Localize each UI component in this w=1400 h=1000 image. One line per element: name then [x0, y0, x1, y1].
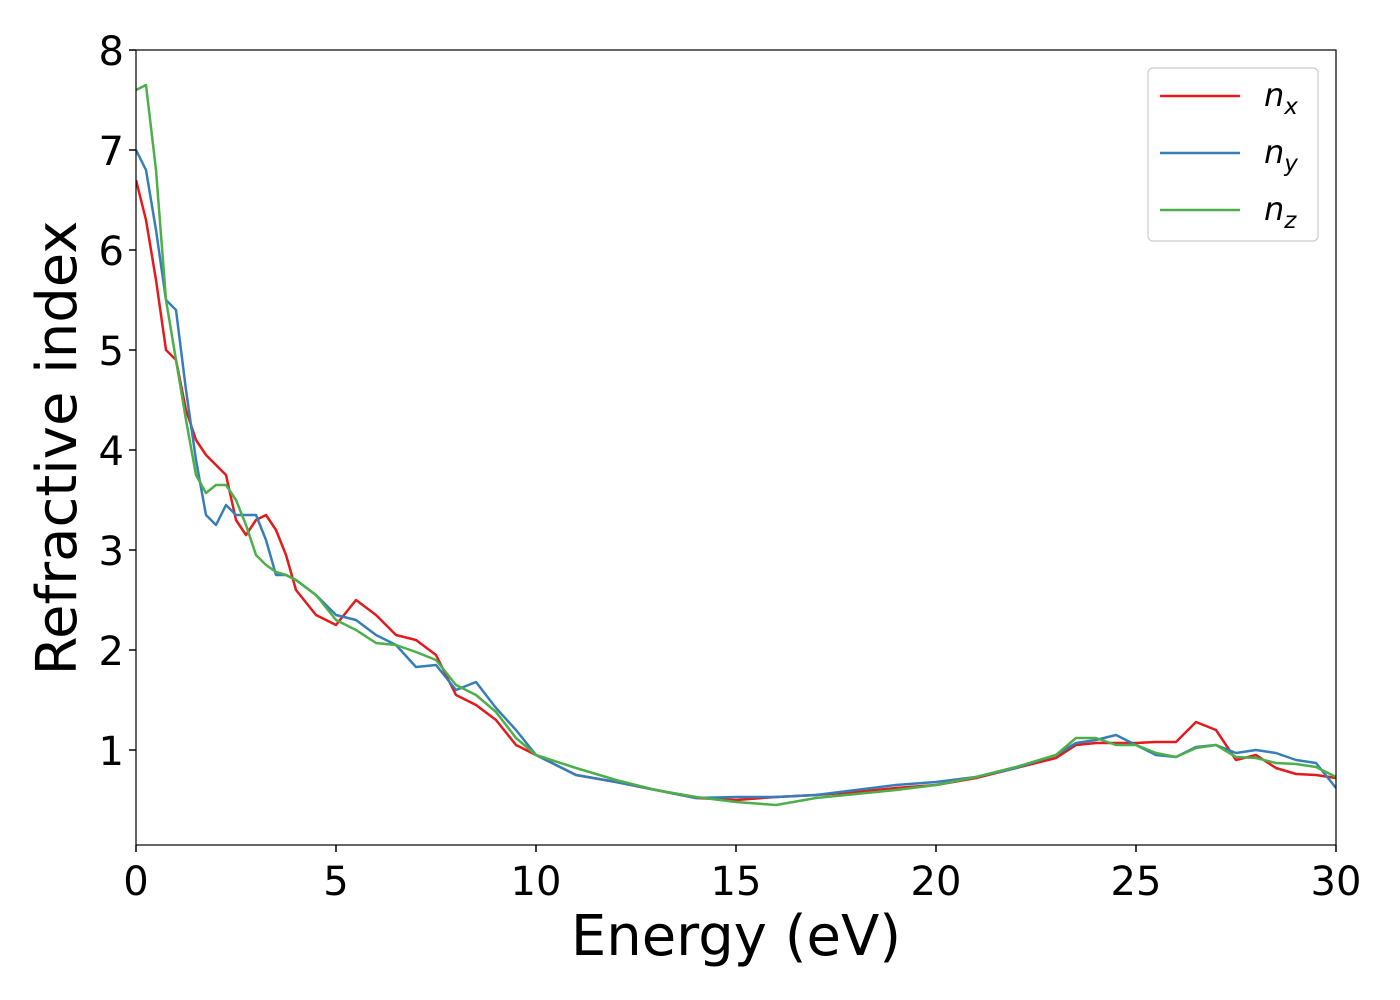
x-tick-label: 30	[1311, 859, 1362, 905]
y-tick-label: 8	[99, 29, 124, 75]
x-tick-label: 25	[1111, 859, 1162, 905]
x-tick-label: 5	[323, 859, 348, 905]
plot-frame	[135, 49, 1337, 846]
data-line	[136, 149, 1336, 800]
y-tick-label: 4	[99, 429, 124, 475]
y-tick-label: 2	[99, 629, 124, 675]
legend: nx ny nz	[1147, 67, 1319, 242]
y-tick-label: 3	[99, 529, 124, 575]
x-tick-label: 10	[511, 859, 562, 905]
data-line	[136, 83, 1336, 807]
legend-box	[1147, 67, 1319, 242]
legend-label: nx	[1264, 76, 1298, 120]
x-tick-label: 20	[911, 859, 962, 905]
x-axis-label: Energy (eV)	[571, 904, 901, 969]
legend-label: ny	[1264, 133, 1298, 177]
x-tick-label: 15	[711, 859, 762, 905]
y-tick-label: 6	[99, 229, 124, 275]
data-line	[136, 179, 1336, 802]
y-tick-label: 1	[99, 729, 124, 775]
x-tick-label: 0	[123, 859, 148, 905]
y-axis-label: Refractive index	[25, 221, 90, 676]
y-tick-label: 5	[99, 329, 124, 375]
y-tick-label: 7	[99, 129, 124, 175]
legend-label: nz	[1264, 190, 1297, 234]
